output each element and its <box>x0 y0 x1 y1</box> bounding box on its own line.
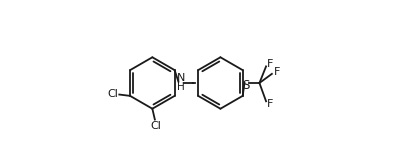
Text: F: F <box>267 59 273 69</box>
Text: H: H <box>177 82 184 92</box>
Text: Cl: Cl <box>150 121 161 131</box>
Text: F: F <box>267 99 273 109</box>
Text: Cl: Cl <box>107 89 118 99</box>
Text: F: F <box>273 67 280 77</box>
Text: N: N <box>176 73 185 83</box>
Text: S: S <box>243 79 250 92</box>
